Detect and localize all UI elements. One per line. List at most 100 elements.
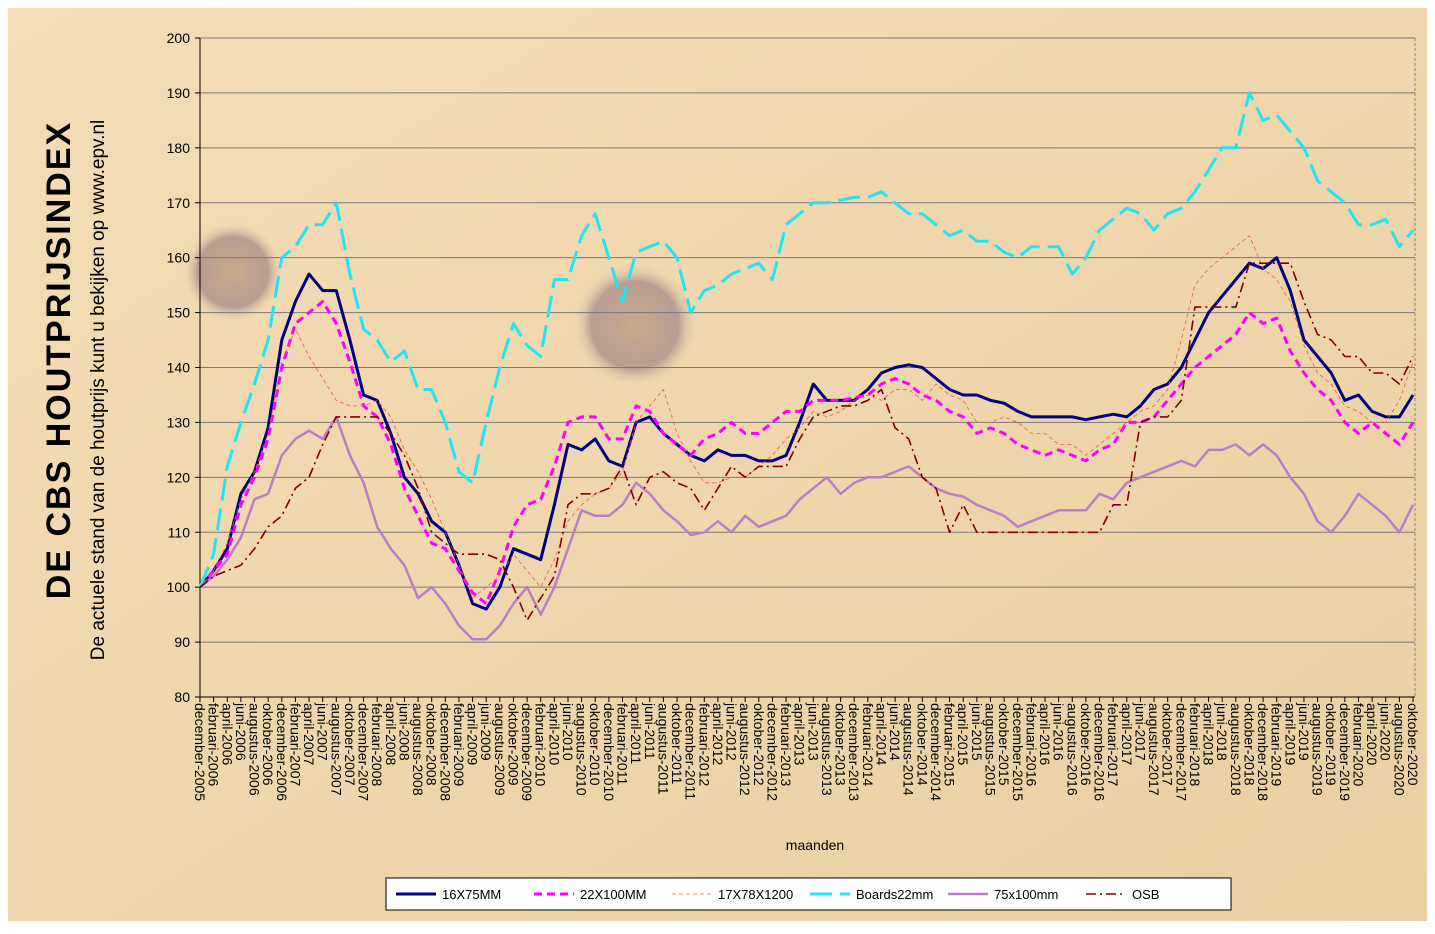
x-tick-label: december-2016 bbox=[1092, 703, 1108, 801]
legend-label: Boards22mm bbox=[856, 887, 933, 902]
y-tick-label: 140 bbox=[167, 360, 191, 376]
x-tick-label: december-2019 bbox=[1337, 703, 1353, 801]
x-tick-label: april-2009 bbox=[465, 703, 481, 765]
x-tick-label: oktober-2013 bbox=[833, 703, 849, 786]
x-tick-label: december-2014 bbox=[928, 703, 944, 801]
x-tick-label: juni-2014 bbox=[887, 702, 903, 761]
x-axis-label: maanden bbox=[786, 837, 844, 853]
wood-knot bbox=[573, 263, 697, 387]
x-tick-label: december-2009 bbox=[519, 703, 535, 801]
x-tick-label: februari-2015 bbox=[942, 703, 958, 786]
x-tick-label: augustus-2019 bbox=[1310, 703, 1326, 796]
x-tick-label: augustus-2008 bbox=[410, 703, 426, 796]
x-tick-label: februari-2014 bbox=[860, 703, 876, 786]
y-tick-label: 100 bbox=[167, 579, 191, 595]
x-tick-label: juni-2009 bbox=[478, 702, 494, 761]
x-tick-label: juni-2016 bbox=[1051, 702, 1067, 761]
x-tick-label: oktober-2018 bbox=[1241, 703, 1257, 786]
x-tick-label: april-2013 bbox=[792, 703, 808, 765]
x-tick-label: december-2017 bbox=[1173, 703, 1189, 801]
x-tick-label: augustus-2014 bbox=[901, 703, 917, 796]
x-tick-label: december-2012 bbox=[764, 703, 780, 801]
x-tick-label: april-2010 bbox=[546, 703, 562, 765]
x-tick-label: juni-2020 bbox=[1378, 702, 1394, 761]
x-tick-label: oktober-2016 bbox=[1078, 703, 1094, 786]
x-tick-label: december-2006 bbox=[274, 703, 290, 801]
x-tick-label: juni-2013 bbox=[805, 702, 821, 761]
legend-label: OSB bbox=[1132, 887, 1159, 902]
y-tick-label: 160 bbox=[167, 250, 191, 266]
x-tick-label: april-2016 bbox=[1037, 703, 1053, 765]
chart-title: DE CBS HOUTPRIJSINDEX bbox=[40, 121, 78, 599]
x-tick-label: februari-2007 bbox=[287, 703, 303, 786]
y-tick-label: 120 bbox=[167, 469, 191, 485]
x-tick-label: oktober-2010 bbox=[587, 703, 603, 786]
x-tick-label: april-2018 bbox=[1201, 703, 1217, 765]
x-tick-label: oktober-2012 bbox=[751, 703, 767, 786]
x-tick-label: augustus-2006 bbox=[247, 703, 263, 796]
x-tick-label: augustus-2016 bbox=[1064, 703, 1080, 796]
x-tick-label: juni-2007 bbox=[315, 702, 331, 761]
x-tick-label: april-2006 bbox=[219, 703, 235, 765]
x-tick-label: oktober-2020 bbox=[1405, 703, 1421, 786]
chart: DE CBS HOUTPRIJSINDEX De actuele stand v… bbox=[0, 0, 1435, 929]
x-tick-label: april-2008 bbox=[383, 703, 399, 765]
x-tick-label: december-2005 bbox=[192, 703, 208, 801]
x-tick-label: juni-2018 bbox=[1214, 702, 1230, 761]
x-tick-label: juni-2017 bbox=[1132, 702, 1148, 761]
x-tick-label: april-2012 bbox=[710, 703, 726, 765]
x-tick-label: februari-2010 bbox=[533, 703, 549, 786]
x-tick-label: februari-2016 bbox=[1023, 703, 1039, 786]
x-tick-label: augustus-2015 bbox=[982, 703, 998, 796]
x-tick-label: februari-2020 bbox=[1350, 703, 1366, 786]
y-tick-label: 150 bbox=[167, 305, 191, 321]
x-tick-label: oktober-2011 bbox=[669, 703, 685, 785]
x-tick-label: december-2008 bbox=[437, 703, 453, 801]
x-tick-label: juni-2015 bbox=[969, 702, 985, 761]
x-tick-label: december-2018 bbox=[1255, 703, 1271, 801]
x-tick-label: juni-2010 bbox=[560, 702, 576, 761]
y-tick-label: 90 bbox=[174, 634, 190, 650]
y-tick-label: 130 bbox=[167, 414, 191, 430]
x-tick-label: april-2014 bbox=[873, 703, 889, 765]
y-tick-label: 180 bbox=[167, 140, 191, 156]
legend-label: 22X100MM bbox=[580, 887, 646, 902]
x-tick-label: oktober-2007 bbox=[342, 703, 358, 786]
x-tick-label: februari-2017 bbox=[1105, 703, 1121, 786]
wood-knot bbox=[183, 222, 283, 322]
x-tick-label: december-2010 bbox=[601, 703, 617, 801]
x-tick-label: december-2015 bbox=[1010, 703, 1026, 801]
x-tick-label: april-2011 bbox=[628, 703, 644, 764]
x-tick-label: februari-2019 bbox=[1269, 703, 1285, 786]
x-tick-label: augustus-2011 bbox=[655, 703, 671, 795]
y-tick-label: 190 bbox=[167, 85, 191, 101]
x-tick-label: juni-2011 bbox=[642, 702, 658, 760]
x-tick-label: oktober-2015 bbox=[996, 703, 1012, 786]
x-tick-label: februari-2008 bbox=[369, 703, 385, 786]
x-tick-label: april-2019 bbox=[1282, 703, 1298, 765]
x-tick-label: augustus-2007 bbox=[328, 703, 344, 796]
x-tick-label: december-2013 bbox=[846, 703, 862, 801]
x-tick-label: oktober-2017 bbox=[1160, 703, 1176, 786]
x-tick-label: oktober-2006 bbox=[260, 703, 276, 786]
y-tick-label: 170 bbox=[167, 195, 191, 211]
x-tick-label: december-2007 bbox=[356, 703, 372, 801]
x-tick-label: april-2020 bbox=[1364, 703, 1380, 765]
x-tick-label: juni-2006 bbox=[233, 702, 249, 761]
legend-label: 17X78X1200 bbox=[718, 887, 793, 902]
x-tick-label: juni-2008 bbox=[396, 702, 412, 761]
y-tick-label: 110 bbox=[168, 524, 191, 540]
x-tick-label: februari-2006 bbox=[206, 703, 222, 786]
legend-box bbox=[386, 878, 1231, 910]
x-tick-label: augustus-2012 bbox=[737, 703, 753, 796]
x-tick-label: februari-2011 bbox=[615, 703, 631, 785]
x-tick-label: april-2017 bbox=[1119, 703, 1135, 765]
x-tick-label: augustus-2017 bbox=[1146, 703, 1162, 796]
x-tick-label: oktober-2019 bbox=[1323, 703, 1339, 786]
legend-label: 16X75MM bbox=[442, 887, 501, 902]
x-tick-label: augustus-2018 bbox=[1228, 703, 1244, 796]
x-tick-label: oktober-2009 bbox=[505, 703, 521, 786]
x-tick-label: augustus-2010 bbox=[574, 703, 590, 796]
x-tick-label: februari-2009 bbox=[451, 703, 467, 786]
x-tick-label: april-2007 bbox=[301, 703, 317, 765]
